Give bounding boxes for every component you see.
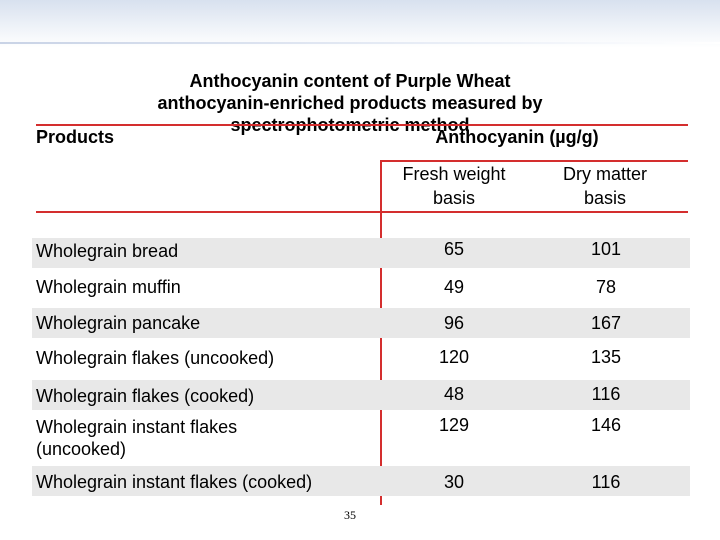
slide-header-band: [0, 0, 720, 48]
fresh-value: 96: [443, 313, 465, 333]
fresh-value: 65: [443, 239, 465, 259]
table-row: Wholegrain muffin 49 78: [32, 274, 690, 304]
dry-value: 116: [591, 472, 621, 492]
page-number: 35: [344, 508, 356, 522]
table-row: Wholegrain instant flakes (cooked) 30 11…: [32, 466, 690, 496]
fresh-value: 120: [438, 347, 470, 367]
header-products: Products: [36, 127, 115, 147]
subheader-dry-matter: Dry matter basis: [562, 164, 647, 208]
slide-title: Anthocyanin content of Purple Wheat anth…: [157, 71, 543, 135]
fresh-value: 129: [438, 415, 470, 435]
dry-value: 135: [590, 347, 622, 367]
header-anthocyanin: Anthocyanin (µg/g): [435, 127, 599, 147]
header-divider: [0, 42, 720, 44]
product-name: Wholegrain bread: [36, 241, 179, 261]
product-name: Wholegrain flakes (uncooked): [36, 348, 275, 368]
product-name: Wholegrain muffin: [36, 277, 181, 297]
dry-value: 78: [595, 277, 617, 297]
dry-value: 116: [591, 384, 621, 404]
table-row: Wholegrain flakes (cooked) 48 116: [32, 380, 690, 410]
dry-value: 167: [590, 313, 622, 333]
table-row: Wholegrain flakes (uncooked) 120 135: [32, 343, 690, 373]
table-row: Wholegrain bread 65 101: [32, 238, 690, 268]
fresh-value: 30: [443, 472, 465, 492]
dry-value: 101: [590, 239, 622, 259]
fresh-value: 49: [443, 277, 465, 297]
table-top-rule: [36, 124, 688, 126]
dry-value: 146: [590, 415, 622, 435]
product-name: Wholegrain instant flakes (cooked): [36, 472, 313, 492]
subheader-rule: [382, 160, 688, 162]
table-row: Wholegrain pancake 96 167: [32, 308, 690, 338]
product-name: Wholegrain pancake: [36, 313, 201, 333]
subheader-fresh-weight: Fresh weight basis: [402, 164, 506, 208]
product-name: Wholegrain flakes (cooked): [36, 386, 255, 406]
table-row: Wholegrain instant flakes (uncooked) 129…: [32, 414, 690, 464]
fresh-value: 48: [443, 384, 465, 404]
header-bottom-rule: [36, 211, 688, 213]
product-name: Wholegrain instant flakes (uncooked): [36, 417, 238, 459]
